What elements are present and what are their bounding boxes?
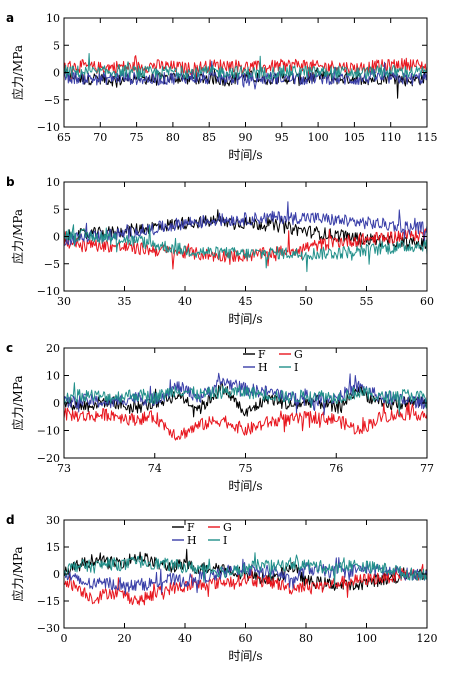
legend: F G H I xyxy=(172,521,232,547)
x-tick-label: 75 xyxy=(130,131,144,144)
y-tick-label: 20 xyxy=(46,342,60,355)
legend-label-H: H xyxy=(258,361,268,374)
x-tick-label: 50 xyxy=(299,295,313,308)
y-tick-label: −20 xyxy=(37,452,60,465)
legend-label-I: I xyxy=(294,361,298,374)
legend-label-H: H xyxy=(187,534,197,547)
x-tick-label: 70 xyxy=(93,131,107,144)
x-tick-label: 85 xyxy=(202,131,216,144)
x-axis-title: 时间/s xyxy=(228,649,262,663)
series-line-G xyxy=(64,228,427,270)
legend-label-I: I xyxy=(223,534,227,547)
plot-frame xyxy=(63,347,428,459)
y-tick-label: 10 xyxy=(46,12,60,25)
y-tick-label: 10 xyxy=(46,176,60,189)
x-tick-label: 76 xyxy=(329,462,343,475)
y-tick-label: 5 xyxy=(53,203,60,216)
series-group xyxy=(64,201,427,273)
legend-label-F: F xyxy=(258,348,266,361)
y-tick-label: −5 xyxy=(44,94,60,107)
x-tick-label: 75 xyxy=(239,462,253,475)
y-tick-label: −5 xyxy=(44,258,60,271)
series-line-H xyxy=(64,372,427,416)
x-tick-label: 110 xyxy=(380,131,401,144)
chart-panel-c: 73 74 75 76 77 −20 −10 0 10 20 时间/s 应力/MPa c F G H I xyxy=(6,341,434,493)
x-axis-title: 时间/s xyxy=(228,148,262,162)
chart-panel-b: 30 35 40 45 50 55 60 −10 −5 0 5 10 时间/s 应力/MPa b xyxy=(6,175,434,326)
x-tick-label: 55 xyxy=(360,295,374,308)
series-line-I xyxy=(64,552,427,586)
x-tick-label: 80 xyxy=(299,632,313,645)
x-tick-label: 90 xyxy=(239,131,253,144)
x-tick-label: 60 xyxy=(420,295,434,308)
y-tick-label: −10 xyxy=(37,121,60,134)
x-tick-label: 35 xyxy=(118,295,132,308)
x-tick-label: 77 xyxy=(420,462,434,475)
y-axis-title: 应力/MPa xyxy=(10,209,25,264)
x-tick-label: 100 xyxy=(308,131,329,144)
series-group xyxy=(64,53,427,99)
x-tick-label: 74 xyxy=(148,462,162,475)
series-line-I xyxy=(64,224,427,273)
y-tick-label: 0 xyxy=(53,67,60,80)
y-tick-label: 0 xyxy=(53,231,60,244)
x-tick-label: 95 xyxy=(275,131,289,144)
panel-label: d xyxy=(6,513,15,527)
y-axis-title: 应力/MPa xyxy=(10,45,25,100)
x-axis-title: 时间/s xyxy=(228,479,262,493)
x-tick-label: 65 xyxy=(57,131,71,144)
series-group xyxy=(64,548,427,606)
legend: F G H I xyxy=(243,348,303,374)
series-line-G xyxy=(64,401,427,441)
x-tick-label: 105 xyxy=(344,131,365,144)
x-tick-label: 0 xyxy=(61,632,68,645)
series-line-F xyxy=(64,381,427,418)
x-tick-label: 120 xyxy=(417,632,438,645)
series-group xyxy=(64,372,427,441)
y-tick-label: 10 xyxy=(46,370,60,383)
x-tick-label: 30 xyxy=(57,295,71,308)
series-line-G xyxy=(64,563,427,606)
y-tick-label: −10 xyxy=(37,285,60,298)
y-tick-label: −10 xyxy=(37,425,60,438)
chart-panel-d: 0 20 40 60 80 100 120 −30 −15 0 15 30 时间/s 应力/MPa d F G H… xyxy=(6,513,438,663)
x-tick-label: 115 xyxy=(417,131,438,144)
panel-label: a xyxy=(6,11,14,25)
x-tick-label: 40 xyxy=(178,295,192,308)
chart-panel-a: 65 70 75 80 85 90 95 100 105 110 115 −10 −5 0 5 10 时间/s 应… xyxy=(6,11,438,162)
series-line-I xyxy=(64,382,427,416)
y-tick-label: −30 xyxy=(37,622,60,635)
y-tick-label: 5 xyxy=(53,39,60,52)
x-tick-label: 20 xyxy=(118,632,132,645)
y-tick-label: 30 xyxy=(46,514,60,527)
legend-label-F: F xyxy=(187,521,195,534)
x-tick-label: 40 xyxy=(178,632,192,645)
panel-label: c xyxy=(6,341,13,355)
x-tick-label: 60 xyxy=(239,632,253,645)
legend-label-G: G xyxy=(294,348,303,361)
y-tick-label: −15 xyxy=(37,595,60,608)
x-tick-label: 80 xyxy=(166,131,180,144)
y-axis-title: 应力/MPa xyxy=(10,546,25,601)
y-tick-label: 0 xyxy=(53,397,60,410)
x-tick-label: 45 xyxy=(239,295,253,308)
y-tick-label: 15 xyxy=(46,541,60,554)
legend-label-G: G xyxy=(223,521,232,534)
y-tick-label: 0 xyxy=(53,568,60,581)
series-line-H xyxy=(64,201,427,246)
x-tick-label: 73 xyxy=(57,462,71,475)
x-tick-label: 100 xyxy=(356,632,377,645)
y-axis-title: 应力/MPa xyxy=(10,375,25,430)
panel-label: b xyxy=(6,175,15,189)
x-axis-title: 时间/s xyxy=(228,312,262,326)
series-line-I xyxy=(64,53,427,80)
